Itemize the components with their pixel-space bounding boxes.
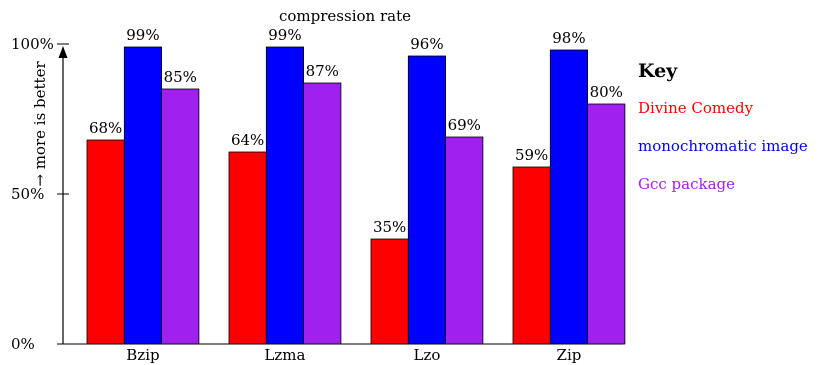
bar-bzip-gcc-package bbox=[161, 88, 200, 345]
y-axis-arrowhead bbox=[58, 46, 68, 58]
bar-lzma-divine-comedy bbox=[228, 151, 267, 345]
bar-lzo-divine-comedy bbox=[370, 238, 409, 345]
value-label-bzip-monochromatic-image: 99% bbox=[126, 26, 159, 44]
y-axis-label: → more is better bbox=[31, 61, 49, 187]
legend-item-gcc-package: Gcc package bbox=[638, 175, 735, 193]
value-label-zip-monochromatic-image: 98% bbox=[552, 29, 585, 47]
bar-bzip-monochromatic-image bbox=[123, 46, 163, 345]
legend-title: Key bbox=[638, 60, 678, 82]
bar-zip-divine-comedy bbox=[512, 166, 551, 345]
value-label-bzip-divine-comedy: 68% bbox=[89, 119, 122, 137]
bar-lzma-monochromatic-image bbox=[265, 46, 304, 345]
value-label-lzo-divine-comedy: 35% bbox=[373, 218, 406, 236]
bar-zip-gcc-package bbox=[587, 103, 626, 345]
value-label-zip-divine-comedy: 59% bbox=[515, 146, 548, 164]
category-label-bzip: Bzip bbox=[126, 346, 159, 364]
value-label-lzo-monochromatic-image: 96% bbox=[410, 35, 443, 53]
y-tick-label-50: 50% bbox=[11, 185, 44, 203]
legend: Key Divine Comedy monochromatic image Gcc … bbox=[638, 60, 808, 193]
value-label-lzma-divine-comedy: 64% bbox=[231, 131, 264, 149]
value-label-lzma-gcc-package: 87% bbox=[306, 62, 339, 80]
y-tick-label-100: 100% bbox=[11, 35, 54, 53]
legend-item-divine-comedy: Divine Comedy bbox=[638, 99, 754, 117]
bar-lzo-monochromatic-image bbox=[407, 55, 446, 345]
bars-group bbox=[86, 46, 626, 345]
chart-title: compression rate bbox=[279, 7, 411, 25]
category-label-lzo: Lzo bbox=[413, 346, 440, 364]
value-label-lzo-gcc-package: 69% bbox=[448, 116, 481, 134]
value-label-zip-gcc-package: 80% bbox=[590, 83, 623, 101]
value-label-lzma-monochromatic-image: 99% bbox=[268, 26, 301, 44]
category-labels-group: Bzip Lzma Lzo Zip bbox=[126, 346, 581, 364]
category-label-zip: Zip bbox=[557, 346, 582, 364]
bar-zip-monochromatic-image bbox=[549, 49, 588, 345]
bar-lzo-gcc-package bbox=[445, 136, 484, 345]
category-label-lzma: Lzma bbox=[264, 346, 305, 364]
legend-item-monochromatic-image: monochromatic image bbox=[638, 137, 808, 155]
y-tick-label-0: 0% bbox=[11, 335, 35, 353]
bar-lzma-gcc-package bbox=[303, 82, 342, 345]
bar-bzip-divine-comedy bbox=[86, 139, 125, 345]
value-labels-group: 68% 99% 85% 64% 99% 87% 35% 96% 69% 59% 98% 80% bbox=[89, 26, 623, 236]
value-label-bzip-gcc-package: 85% bbox=[164, 68, 197, 86]
